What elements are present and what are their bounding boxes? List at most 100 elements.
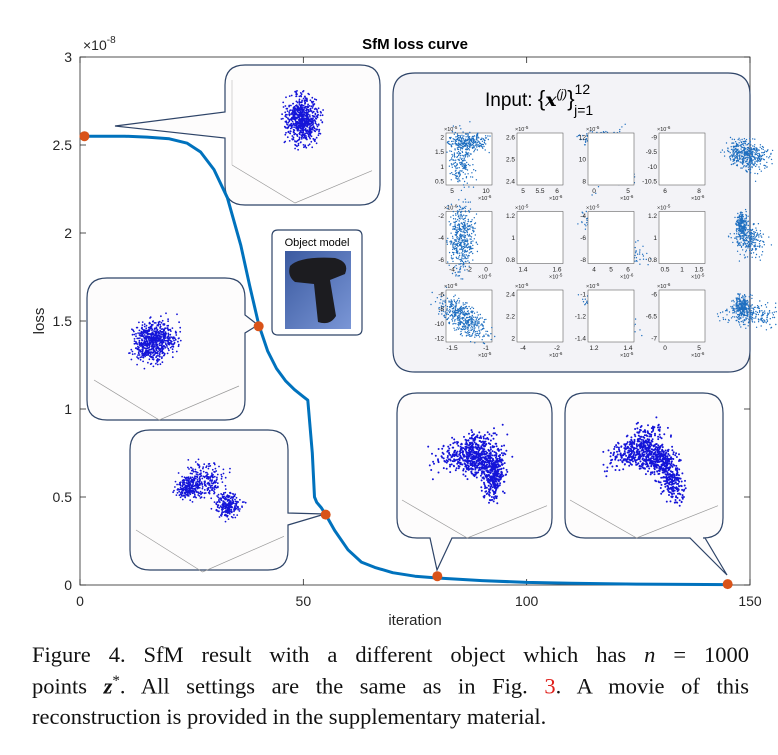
inset-x-multiplier: ×10-6 (691, 194, 705, 202)
inset-mult-exp: -6 (629, 273, 633, 278)
inset-x-tick-label: 4 (592, 267, 596, 274)
x-tick-label: 150 (738, 593, 762, 609)
inset-y-tick-label: 10 (579, 157, 587, 164)
inset-mult-exp: -6 (700, 351, 704, 356)
inset-axes (587, 289, 635, 343)
x-tick-label: 50 (296, 593, 312, 609)
inset-y-multiplier: ×10-6 (444, 204, 458, 212)
inset-mult-exp: -5 (524, 125, 528, 130)
inset-x-tick-label: 8 (697, 188, 701, 195)
inset-mult-exp: -5 (595, 204, 599, 209)
input-brace: { (538, 86, 545, 111)
y-tick-label: 1 (64, 401, 72, 417)
inset-x-tick-label: 1.4 (518, 267, 527, 274)
inset-mult-base: ×10 (515, 127, 524, 133)
inset-y-tick-label: 2.6 (506, 135, 515, 142)
point-cloud (446, 198, 479, 280)
inset-mult-base: ×10 (586, 127, 595, 133)
inset-y-tick-label: -8 (580, 257, 586, 264)
input-label: Input: {x(j)}12 j=1 (485, 81, 593, 118)
inset-mult-base: ×10 (515, 206, 524, 212)
inset-mult-exp: -5 (453, 125, 457, 130)
inset-x-tick-label: -1 (483, 345, 489, 352)
inset-axes (658, 132, 706, 186)
loss-curve (84, 134, 728, 587)
inset-y-tick-label: 0.8 (648, 257, 657, 264)
inset-axes (587, 211, 635, 264)
inset-y-tick-label: -9 (651, 135, 657, 142)
inset-y-tick-label: -10 (435, 321, 445, 328)
inset-mult-exp: -5 (629, 351, 633, 356)
inset-axes (658, 211, 706, 264)
inset-x-multiplier: ×10-6 (478, 194, 492, 202)
y-tick-label: 2.5 (53, 137, 73, 153)
inset-x-multiplier: ×10-5 (478, 351, 492, 359)
inset-mult-exp: -6 (453, 204, 457, 209)
inset-panel: -4-6-84 5 6×10-5×10-6 (580, 204, 773, 281)
inset-mult-base: ×10 (515, 284, 524, 290)
inset-y-multiplier: ×10-6 (657, 125, 671, 133)
ground-lines (401, 499, 548, 539)
inset-x-tick-label: 0.5 (660, 267, 669, 274)
y-axis-label: loss (31, 308, 48, 335)
inset-mult-base: ×10 (657, 206, 666, 212)
inset-x-tick-label: 6 (663, 188, 667, 195)
inset-mult-base: ×10 (620, 275, 629, 281)
inset-mult-exp: -5 (487, 351, 491, 356)
inset-y-multiplier: ×10-5 (515, 125, 529, 133)
caption-math: * (112, 673, 120, 689)
inset-axes (516, 132, 564, 186)
inset-y-tick-label: 1.2 (506, 213, 515, 220)
y-multiplier: ×10-8 (83, 35, 116, 53)
inset-y-tick-label: -6.5 (646, 314, 658, 321)
inset-mult-exp: -6 (700, 194, 704, 199)
inset-y-multiplier: ×10-5 (586, 282, 600, 290)
caption-text: reconstruction is provided in the supple… (32, 704, 547, 729)
caption-ref[interactable]: 3 (544, 673, 556, 699)
y-multiplier-exp: -8 (107, 35, 116, 46)
inset-y-tick-label: -9.5 (646, 149, 658, 156)
inset-mult-base: ×10 (478, 353, 487, 359)
input-brace: } (567, 86, 574, 111)
inset-x-tick-label: 0 (663, 345, 667, 352)
inset-y-tick-label: 1 (653, 235, 657, 242)
inset-x-tick-label: -2 (554, 345, 560, 352)
caption-line: points z*. All settings are the same as … (32, 673, 749, 700)
y-tick-label: 2 (64, 225, 72, 241)
inset-mult-exp: -6 (666, 125, 670, 130)
inset-mult-base: ×10 (691, 353, 700, 359)
inset-panel: -6-8-10-12-1.5 -1×10-6×10-5 (430, 282, 496, 359)
callout (114, 64, 381, 206)
inset-x-multiplier: ×10-6 (691, 351, 705, 359)
inset-y-multiplier: ×10-5 (515, 204, 529, 212)
highlight-point (320, 509, 331, 520)
inset-y-multiplier: ×10-5 (586, 125, 600, 133)
inset-axes (587, 132, 635, 186)
inset-y-tick-label: -4 (438, 235, 444, 242)
inset-x-tick-label: 6 (626, 267, 630, 274)
point-cloud (280, 89, 325, 151)
point-cloud (172, 458, 247, 523)
inset-x-tick-label: -4 (520, 345, 526, 352)
object-model-label: Object model (285, 237, 350, 249)
inset-x-tick-label: 5 (521, 188, 525, 195)
inset-x-tick-label: 1 (680, 267, 684, 274)
inset-y-tick-label: 2 (440, 135, 444, 142)
inset-mult-base: ×10 (691, 196, 700, 202)
inset-x-multiplier: ×10-5 (691, 273, 705, 281)
inset-x-tick-label: 5 (609, 267, 613, 274)
caption-text: = 1000 (655, 642, 749, 667)
inset-y-tick-label: -6 (651, 292, 657, 299)
inset-y-tick-label: -6 (438, 292, 444, 299)
ground-lines (93, 379, 240, 421)
input-var: x (544, 89, 557, 111)
inset-mult-base: ×10 (657, 284, 666, 290)
inset-mult-exp: -5 (524, 204, 528, 209)
inset-y-tick-label: 2 (511, 336, 515, 343)
inset-mult-base: ×10 (586, 206, 595, 212)
inset-x-tick-label: 1.4 (623, 345, 632, 352)
caption-math: n (644, 642, 656, 667)
